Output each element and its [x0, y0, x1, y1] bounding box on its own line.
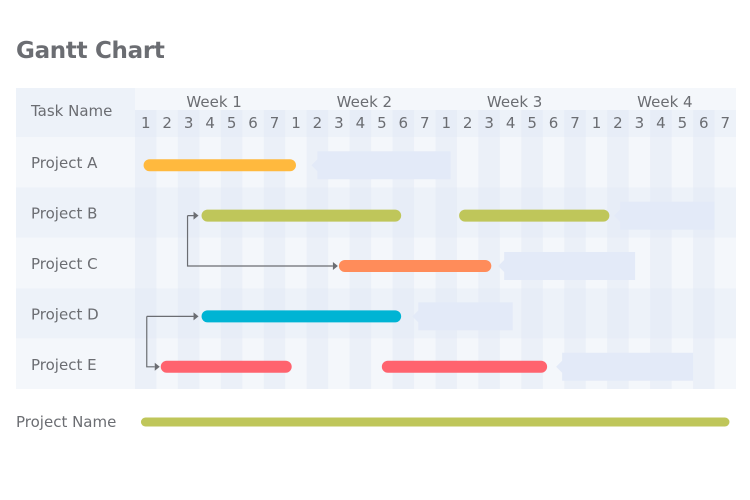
arrow-head-icon	[193, 211, 199, 220]
day-label: 1	[441, 114, 451, 132]
task-label: Project D	[31, 305, 99, 323]
slack-box	[311, 151, 451, 180]
day-label: 1	[291, 114, 301, 132]
dependency-line	[146, 315, 194, 368]
column-stripe	[263, 110, 286, 389]
day-label: 6	[399, 114, 409, 132]
day-label: 6	[248, 114, 258, 132]
week-header-bg	[135, 88, 736, 110]
column-stripe	[177, 110, 200, 389]
day-label: 4	[656, 114, 666, 132]
slack-box	[412, 302, 513, 331]
day-label: 6	[699, 114, 709, 132]
column-stripe	[521, 110, 543, 389]
day-label: 5	[678, 114, 688, 132]
arrow-head-icon	[193, 312, 199, 321]
day-label: 3	[184, 114, 194, 132]
slack-box	[556, 352, 694, 381]
task-name-header: Task Name	[30, 102, 112, 120]
arrow-head-icon	[332, 262, 338, 270]
day-label: 1	[592, 114, 602, 132]
column-stripe	[220, 110, 243, 389]
day-label: 7	[570, 114, 580, 132]
day-label: 3	[484, 114, 494, 132]
day-label: 2	[313, 114, 323, 132]
task-label: Project B	[31, 205, 97, 223]
slack-box	[498, 252, 636, 280]
week-label: Week 2	[337, 93, 392, 111]
summary-label: Project Name	[16, 413, 116, 431]
task-label: Project E	[31, 356, 97, 374]
day-label: 6	[549, 114, 559, 132]
day-label: 5	[527, 114, 537, 132]
day-label: 3	[635, 114, 645, 132]
week-label: Week 4	[637, 93, 692, 111]
arrow-head-icon	[154, 362, 160, 371]
dependency-line	[186, 215, 333, 267]
week-label: Week 1	[186, 93, 241, 111]
task-label: Project A	[31, 154, 98, 172]
column-stripe	[564, 110, 586, 389]
day-label: 5	[377, 114, 387, 132]
day-label: 5	[227, 114, 237, 132]
column-stripe	[607, 110, 629, 389]
day-label: 7	[720, 114, 730, 132]
slack-box	[614, 201, 715, 230]
day-label: 4	[506, 114, 516, 132]
day-label: 2	[613, 114, 623, 132]
day-label: 7	[420, 114, 430, 132]
day-label: 7	[270, 114, 280, 132]
day-label: 1	[141, 114, 151, 132]
day-label: 2	[162, 114, 172, 132]
task-label: Project C	[31, 255, 98, 273]
column-stripe	[693, 110, 715, 389]
column-stripe	[478, 110, 500, 389]
day-label: 4	[205, 114, 215, 132]
chart-title: Gantt Chart	[16, 38, 165, 64]
column-stripe	[135, 110, 157, 389]
day-label: 4	[356, 114, 366, 132]
week-label: Week 3	[487, 93, 542, 111]
day-label: 2	[463, 114, 473, 132]
day-label: 3	[334, 114, 344, 132]
column-stripe	[650, 110, 672, 389]
